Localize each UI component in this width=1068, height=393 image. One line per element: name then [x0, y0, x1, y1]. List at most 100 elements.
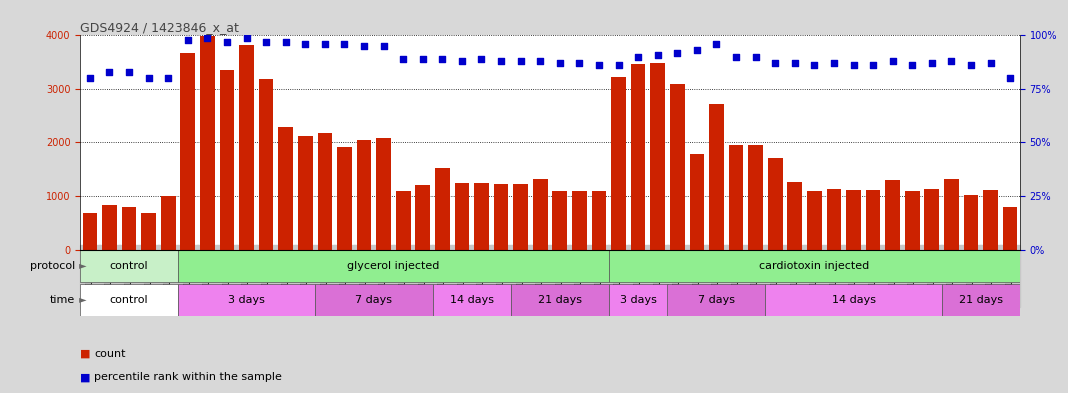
Point [610, 62, 627, 68]
Bar [592, 191, 607, 250]
Point [884, 58, 901, 64]
Bar [178, 250, 609, 282]
Bar [749, 145, 763, 250]
Text: 7 days: 7 days [356, 295, 392, 305]
Bar [337, 147, 351, 250]
Point [923, 60, 940, 66]
Bar [493, 184, 508, 250]
Bar [122, 207, 137, 250]
Point [199, 34, 216, 40]
Point [453, 58, 470, 64]
Bar [670, 84, 685, 250]
Text: 3 days: 3 days [229, 295, 265, 305]
Point [943, 58, 960, 64]
Point [81, 75, 98, 81]
Bar [514, 184, 528, 250]
Bar [258, 79, 273, 250]
Bar [668, 284, 766, 316]
Bar [768, 158, 783, 250]
Point [981, 60, 999, 66]
Text: ■: ■ [80, 349, 91, 359]
Bar [141, 213, 156, 250]
Point [512, 58, 529, 64]
Point [551, 60, 568, 66]
Bar [925, 189, 939, 250]
Point [532, 58, 549, 64]
Bar [220, 70, 234, 250]
Point [179, 37, 197, 43]
Bar [709, 104, 724, 250]
Text: 7 days: 7 days [698, 295, 735, 305]
Text: 21 days: 21 days [538, 295, 582, 305]
Bar [609, 250, 1020, 282]
Point [786, 60, 803, 66]
Point [297, 41, 314, 47]
Bar [631, 64, 645, 250]
Text: GDS4924 / 1423846_x_at: GDS4924 / 1423846_x_at [80, 21, 239, 34]
Bar [533, 179, 548, 250]
Bar [728, 145, 743, 250]
Bar [984, 190, 998, 250]
Bar [866, 189, 880, 250]
Point [277, 39, 294, 45]
Point [747, 53, 764, 60]
Text: 14 days: 14 days [450, 295, 493, 305]
Point [316, 41, 333, 47]
Point [826, 60, 843, 66]
Bar [942, 284, 1020, 316]
Point [570, 60, 587, 66]
Bar [315, 284, 433, 316]
Bar [766, 284, 942, 316]
Point [688, 47, 705, 53]
Bar [650, 62, 665, 250]
Point [335, 41, 352, 47]
Point [962, 62, 979, 68]
Point [727, 53, 744, 60]
Bar [239, 45, 254, 250]
Text: cardiotoxin injected: cardiotoxin injected [759, 261, 869, 271]
Point [708, 41, 725, 47]
Point [492, 58, 509, 64]
Bar [80, 284, 178, 316]
Bar [80, 250, 178, 282]
Point [434, 56, 451, 62]
Bar [787, 182, 802, 250]
Bar [827, 189, 842, 250]
Point [805, 62, 822, 68]
Bar [103, 205, 116, 250]
Text: count: count [94, 349, 125, 359]
Bar [611, 77, 626, 250]
Bar [298, 136, 313, 250]
Bar [357, 140, 372, 250]
Point [257, 39, 274, 45]
Bar [200, 37, 215, 250]
Bar [180, 53, 195, 250]
Point [356, 43, 373, 49]
Point [218, 39, 235, 45]
Point [473, 56, 490, 62]
Text: time: time [49, 295, 75, 305]
Text: ►: ► [76, 295, 87, 305]
Point [845, 62, 862, 68]
Bar [944, 180, 959, 250]
Point [375, 43, 392, 49]
Text: ►: ► [76, 261, 87, 271]
Text: 14 days: 14 days [832, 295, 876, 305]
Bar [905, 191, 920, 250]
Bar [376, 138, 391, 250]
Point [669, 50, 686, 56]
Bar [161, 196, 175, 250]
Text: glycerol injected: glycerol injected [347, 261, 440, 271]
Text: control: control [110, 295, 148, 305]
Bar [435, 168, 450, 250]
Text: 3 days: 3 days [619, 295, 657, 305]
Point [1002, 75, 1019, 81]
Bar [396, 191, 410, 250]
Point [767, 60, 784, 66]
Bar [885, 180, 900, 250]
Bar [455, 183, 469, 250]
Bar [963, 195, 978, 250]
Bar [552, 191, 567, 250]
Point [100, 69, 117, 75]
Point [414, 56, 431, 62]
